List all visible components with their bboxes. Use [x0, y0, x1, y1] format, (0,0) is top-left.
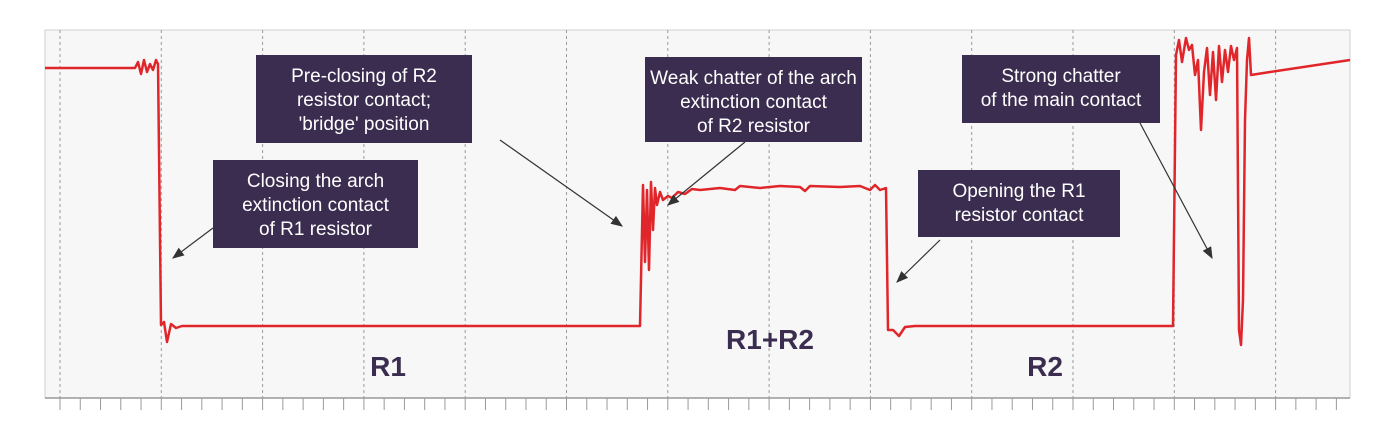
annotation-box [645, 57, 862, 142]
annotation-box [918, 170, 1120, 237]
annotation-box [962, 55, 1160, 123]
arrow [172, 227, 214, 259]
arrow [1139, 122, 1213, 260]
annotations: Closing the arch extinction contact of R1 … [213, 55, 1160, 248]
annotation-text: Opening the R1 [952, 181, 1085, 202]
arrow [499, 139, 623, 227]
annotation-text: of R1 resistor [259, 219, 373, 240]
waveform [45, 36, 1351, 347]
region-label: R1 [370, 351, 406, 382]
annotation-box [256, 55, 472, 143]
annotation-text: of R2 resistor [697, 116, 811, 137]
annotation-text: 'bridge' position [299, 114, 430, 135]
annotation-text: Weak chatter of the arch [650, 68, 857, 89]
arrows [172, 122, 1213, 283]
annotation-text: resistor contact; [297, 90, 431, 111]
annotation-text: Strong chatter [1001, 66, 1121, 87]
annotation-text: extinction contact [242, 195, 390, 216]
axis-ticks [59, 398, 1337, 410]
annotation-text: Closing the arch [247, 171, 384, 192]
region-label: R1+R2 [726, 324, 814, 355]
region-label: R2 [1027, 351, 1063, 382]
arrow [896, 239, 941, 283]
annotation-text: extinction contact [680, 92, 828, 113]
annotation-text: Pre-closing of R2 [291, 66, 437, 87]
arrow [667, 141, 746, 206]
annotation-text: resistor contact [955, 205, 1085, 226]
annotation-box [213, 160, 418, 248]
annotation-text: of the main contact [981, 90, 1142, 111]
